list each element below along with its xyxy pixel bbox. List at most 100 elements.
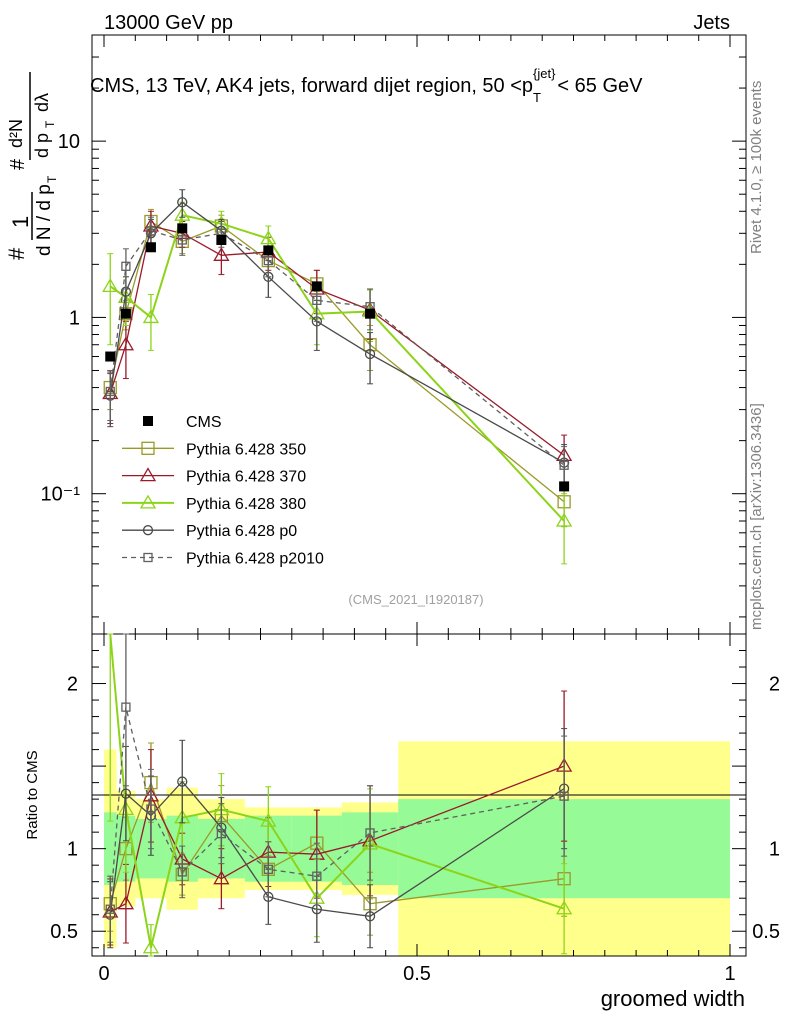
legend-marker-5 bbox=[143, 552, 153, 563]
x-tick-label: 0.5 bbox=[403, 963, 431, 985]
y-tick-label-main: 10 bbox=[58, 131, 80, 153]
series-point-ratio bbox=[559, 791, 569, 801]
series-point-ratio bbox=[117, 895, 135, 910]
y-tick-label-ratio-right: 2 bbox=[769, 674, 780, 696]
series-point-main bbox=[102, 278, 119, 293]
legend-label-0: CMS bbox=[186, 414, 222, 431]
series-point-ratio bbox=[146, 804, 156, 814]
legend-marker-1 bbox=[141, 441, 155, 455]
y-tick-label-main: 1 bbox=[69, 307, 80, 329]
series-point-ratio bbox=[364, 911, 376, 922]
series-point-main bbox=[121, 261, 131, 271]
legend-label-1: Pythia 6.428 350 bbox=[186, 441, 306, 458]
plot-title-sub: T bbox=[533, 90, 541, 105]
data-point-cms bbox=[365, 308, 376, 319]
legend-marker-0 bbox=[143, 416, 153, 426]
y-tick-label-main: 10⁻¹ bbox=[41, 484, 81, 506]
ylabel-dN: d N / d p bbox=[34, 184, 55, 256]
series-point-ratio bbox=[365, 828, 375, 838]
series-point-main bbox=[312, 295, 322, 305]
series-point-main bbox=[177, 235, 187, 245]
legend-marker-2 bbox=[139, 467, 157, 482]
y-tick-label-ratio-right: 1 bbox=[769, 839, 780, 861]
series-point-main bbox=[117, 336, 135, 351]
series-point-ratio bbox=[177, 776, 188, 787]
plot-title-sup: {jet} bbox=[533, 66, 556, 81]
ratio-uncertainty-bands bbox=[104, 741, 730, 956]
header-left: 13000 GeV pp bbox=[104, 12, 233, 34]
series-point-main bbox=[213, 247, 230, 261]
series-line-main-2 bbox=[109, 214, 565, 522]
ylabel-one: 1 bbox=[8, 216, 33, 228]
main-panel-frame bbox=[91, 34, 747, 635]
ratio-y-axis-label: Ratio to CMS bbox=[24, 750, 41, 839]
data-point-cms bbox=[216, 234, 227, 245]
series-line-main-4 bbox=[109, 230, 565, 466]
x-axis-label: groomed width bbox=[601, 986, 745, 1011]
y-tick-label-ratio-left: 2 bbox=[67, 674, 78, 696]
plot-title-main: CMS, 13 TeV, AK4 jets, forward dijet reg… bbox=[90, 75, 533, 97]
main-y-axis-label: # 1 d N / d p T # d²N d p T dλ bbox=[4, 72, 59, 260]
ylabel-hash-1: # bbox=[4, 247, 29, 260]
y-tick-label-ratio-left: 1 bbox=[67, 839, 78, 861]
ylabel-dpT-dlambda: d p bbox=[32, 133, 52, 158]
data-point-cms bbox=[311, 281, 322, 292]
series-point-ratio bbox=[216, 829, 227, 839]
data-point-cms bbox=[177, 223, 188, 234]
series-point-ratio bbox=[263, 864, 273, 874]
series-point-ratio bbox=[121, 702, 131, 712]
series-data-cms bbox=[105, 223, 570, 492]
legend-marker-3 bbox=[139, 494, 157, 509]
legend-label-3: Pythia 6.428 380 bbox=[186, 496, 306, 513]
series-point-main bbox=[559, 460, 569, 470]
data-point-cms bbox=[120, 308, 131, 319]
series-point-ratio bbox=[260, 812, 277, 827]
series-point-main bbox=[146, 226, 156, 236]
data-point-cms bbox=[559, 481, 570, 492]
data-point-cms bbox=[145, 242, 156, 253]
legend: CMS Pythia 6.428 350 Pythia 6.428 370 Pythi… bbox=[122, 414, 324, 568]
plot-title-end: < 65 GeV bbox=[557, 75, 643, 97]
series-point-ratio bbox=[213, 870, 230, 885]
series-point-main bbox=[555, 512, 573, 527]
analysis-watermark: (CMS_2021_I1920187) bbox=[348, 592, 483, 607]
legend-marker-4 bbox=[142, 525, 154, 536]
data-point-cms bbox=[105, 351, 116, 362]
series-point-ratio bbox=[177, 867, 187, 877]
series-point-main bbox=[177, 197, 188, 208]
chart-series bbox=[102, 189, 573, 957]
data-point-cms bbox=[263, 245, 274, 256]
ylabel-hash-2: # bbox=[7, 158, 29, 170]
ylabel-d2N: d²N bbox=[6, 119, 26, 148]
mcplots-label: mcplots.cern.ch [arXiv:1306.3436] bbox=[748, 403, 765, 630]
series-point-ratio bbox=[142, 939, 160, 954]
y-tick-label-ratio-right: 0.5 bbox=[752, 921, 780, 943]
ylabel-T1: T bbox=[45, 175, 59, 183]
header-right: Jets bbox=[693, 12, 730, 34]
axis-ticks: 0 0.5 1 10 1 10⁻¹ 2 2 1 1 0.5 0.5 bbox=[41, 34, 780, 985]
series-point-main bbox=[105, 386, 115, 397]
series-line-main-1 bbox=[109, 225, 565, 456]
y-tick-label-ratio-left: 0.5 bbox=[50, 921, 78, 943]
series-point-ratio bbox=[105, 904, 115, 914]
ylabel-dlambda: dλ bbox=[32, 93, 52, 112]
legend-label-2: Pythia 6.428 370 bbox=[186, 469, 306, 486]
series-point-main bbox=[263, 255, 273, 266]
series-point-ratio bbox=[120, 788, 132, 799]
ylabel-T2: T bbox=[43, 120, 57, 128]
ratio-band-green-0 bbox=[104, 812, 117, 885]
series-point-main bbox=[142, 309, 160, 324]
x-tick-label: 1 bbox=[724, 963, 735, 985]
series-point-ratio bbox=[555, 900, 573, 915]
series-point-main bbox=[260, 230, 277, 245]
legend-label-5: Pythia 6.428 p2010 bbox=[186, 551, 324, 568]
rivet-version-label: Rivet 4.1.0, ≥ 100k events bbox=[748, 81, 765, 254]
series-line-main-0 bbox=[109, 220, 565, 503]
x-tick-label: 0 bbox=[98, 963, 109, 985]
legend-label-4: Pythia 6.428 p0 bbox=[186, 523, 297, 540]
series-point-main bbox=[364, 348, 376, 360]
plot-title: CMS, 13 TeV, AK4 jets, forward dijet reg… bbox=[90, 66, 643, 105]
series-point-main bbox=[174, 206, 191, 221]
series-point-ratio bbox=[312, 871, 322, 881]
